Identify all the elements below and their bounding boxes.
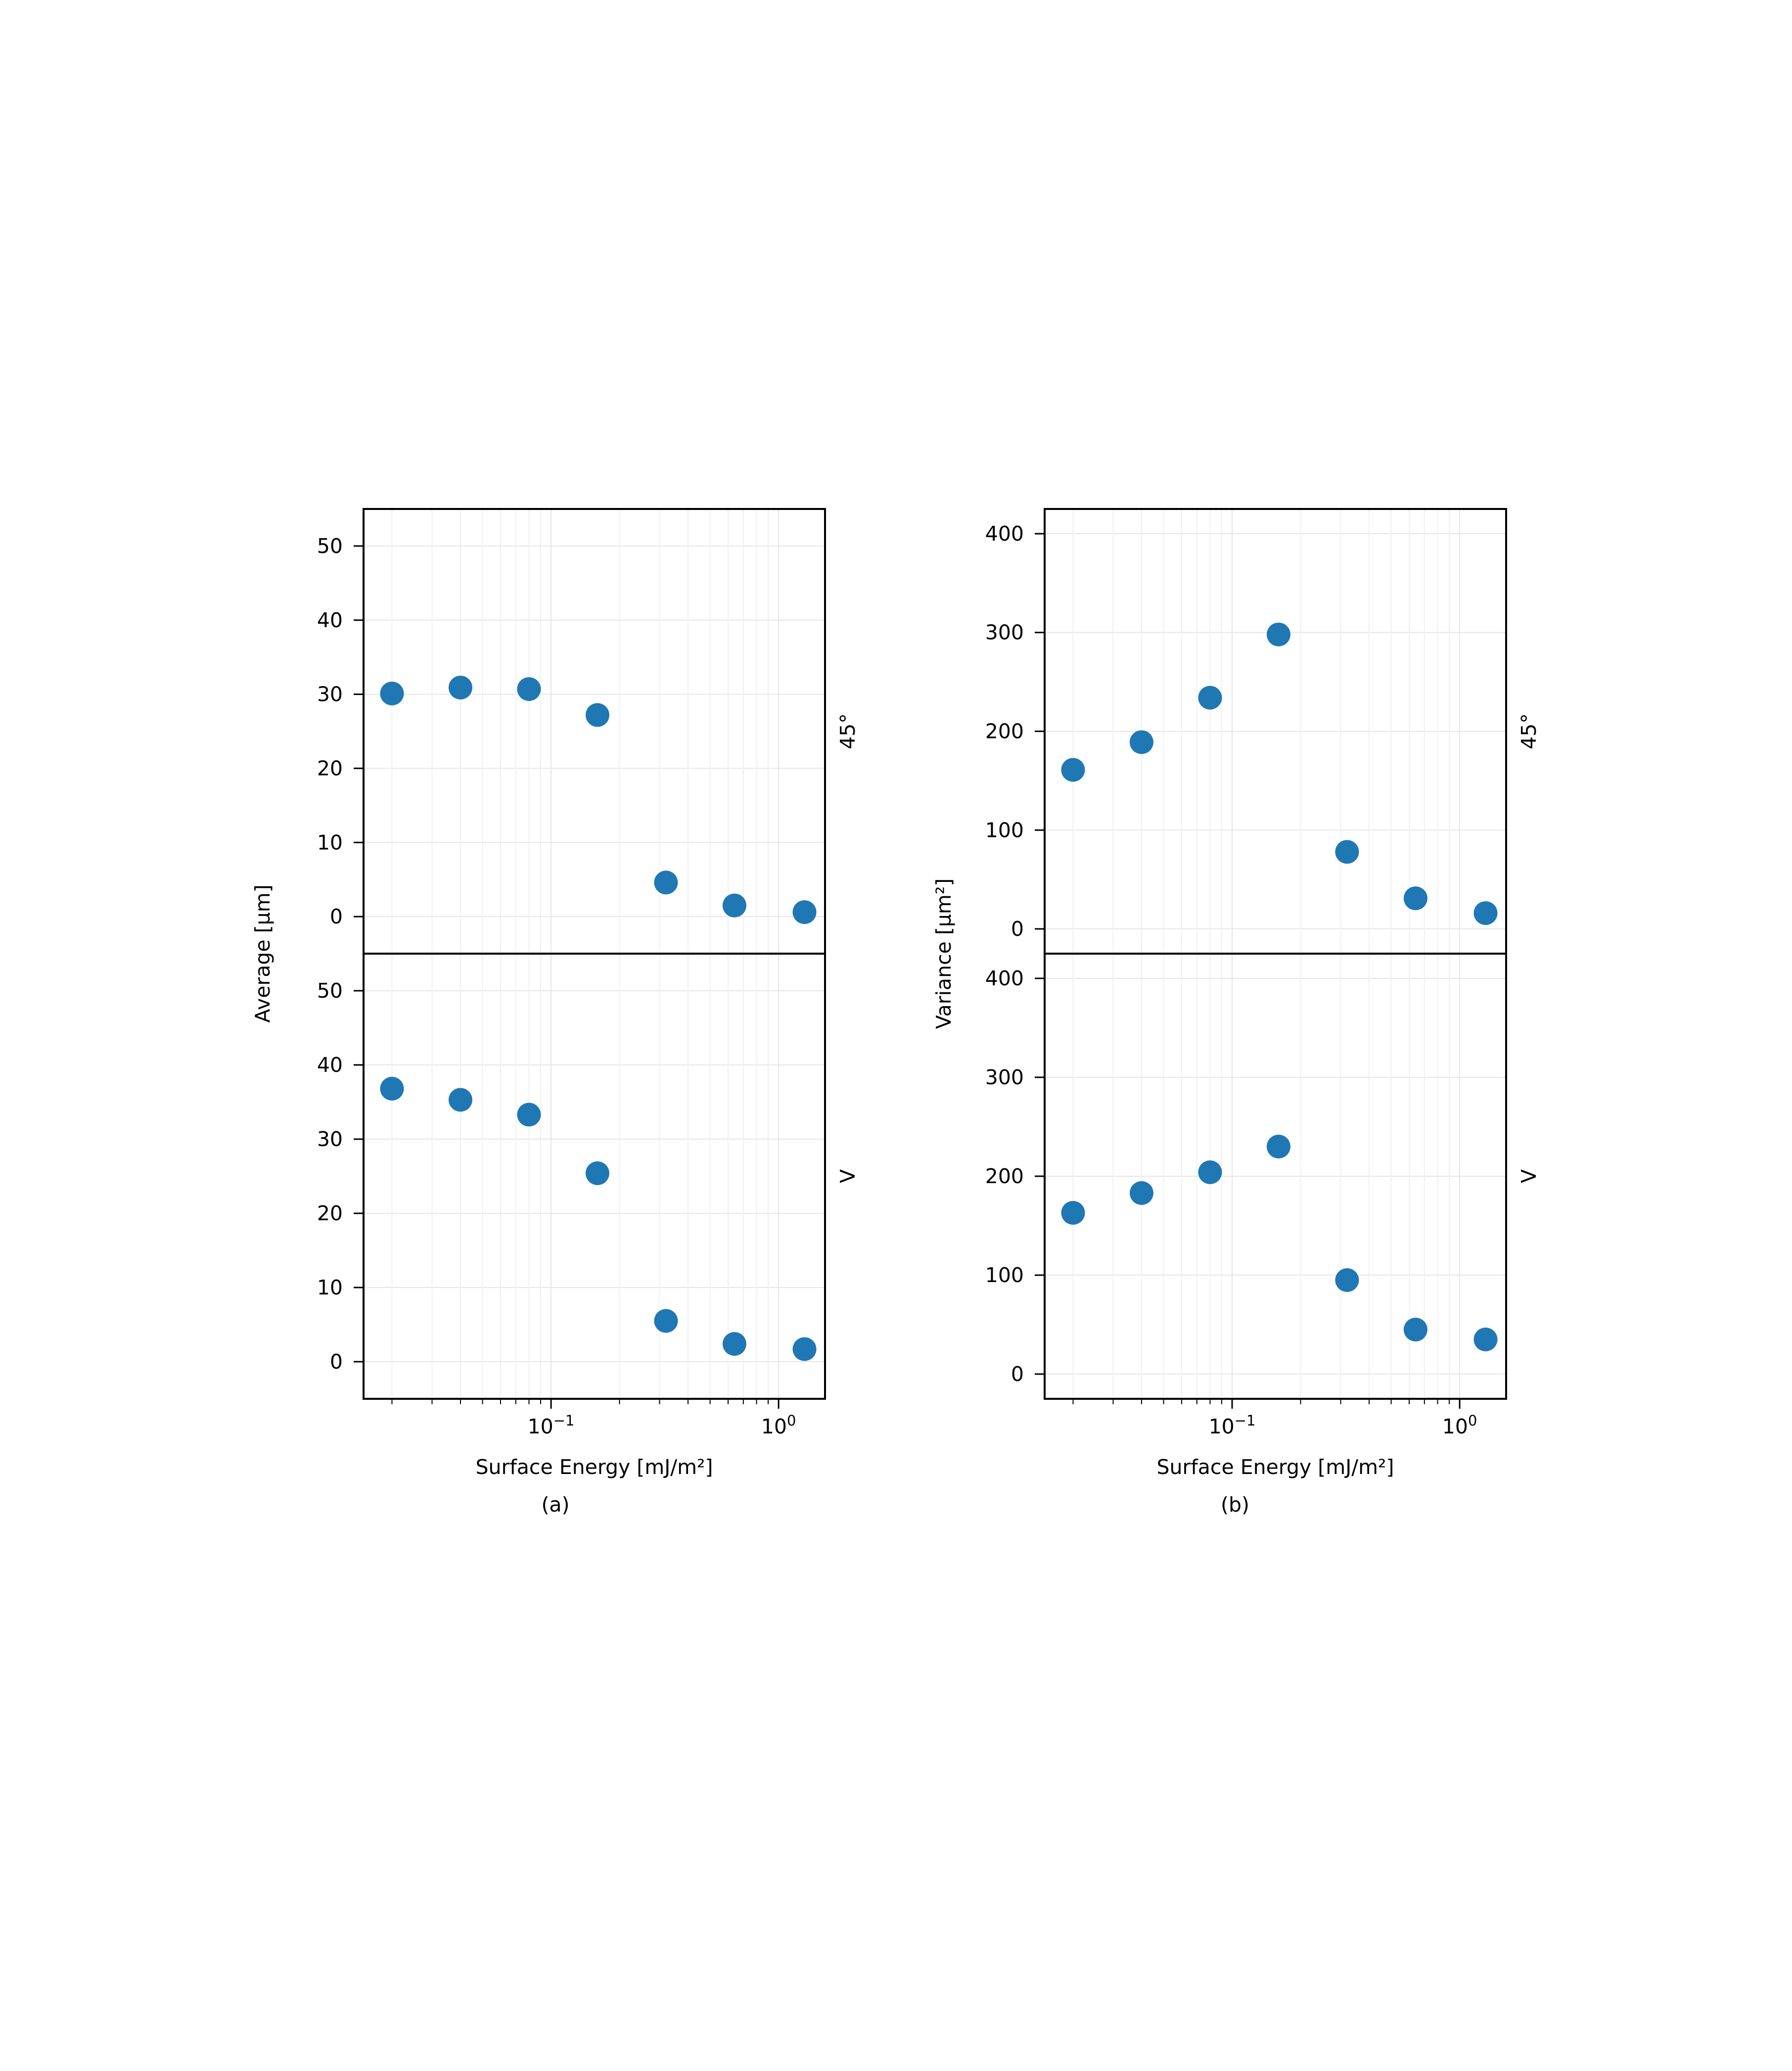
data-point — [1403, 886, 1427, 911]
row-label: 45° — [1517, 713, 1541, 749]
y-tick-label: 400 — [985, 966, 1024, 990]
panel-caption: (b) — [1221, 1493, 1249, 1517]
y-tick-label: 200 — [985, 1164, 1024, 1188]
y-tick-label: 200 — [985, 720, 1024, 743]
row-label: V — [1517, 1169, 1541, 1183]
data-point — [1198, 686, 1222, 710]
data-point — [1061, 1201, 1085, 1225]
x-tick-exponent: −1 — [1235, 1412, 1256, 1429]
x-tick-exponent: 0 — [1468, 1412, 1477, 1429]
y-tick-label: 40 — [317, 1053, 343, 1077]
data-point — [1473, 901, 1498, 925]
subplot-b-1: 0 100 200 300 400 45° — [985, 508, 1541, 955]
x-tick-label: 100 — [761, 1412, 796, 1438]
y-tick-label: 50 — [317, 979, 343, 1003]
data-point — [1266, 1135, 1290, 1158]
data-point — [448, 1088, 472, 1112]
x-tick-exponent: −1 — [553, 1412, 575, 1429]
y-tick-label: 0 — [330, 1350, 343, 1374]
y-tick-label: 100 — [985, 1263, 1024, 1287]
row-label: 45° — [836, 713, 860, 749]
y-tick-label: 20 — [317, 756, 343, 780]
data-point — [585, 1161, 609, 1185]
data-point — [1335, 1268, 1359, 1292]
x-tick-exponent: 0 — [787, 1412, 796, 1429]
row-label: V — [836, 1169, 860, 1183]
subplot-a-1: 0 10 20 30 40 50 45° — [317, 508, 860, 955]
data-point — [654, 871, 678, 895]
data-point — [1129, 730, 1153, 754]
data-point — [654, 1309, 678, 1333]
data-point — [792, 900, 817, 924]
axes-frame — [363, 953, 826, 1400]
y-tick-label: 40 — [317, 608, 343, 632]
y-tick-label: 0 — [1011, 917, 1024, 941]
panel-caption: (a) — [541, 1493, 569, 1517]
y-tick-label: 0 — [330, 905, 343, 928]
data-point — [1266, 622, 1290, 646]
x-axis-label: Surface Energy [mJ/m²] — [1156, 1455, 1394, 1479]
data-point — [792, 1337, 817, 1361]
y-tick-label: 100 — [985, 818, 1024, 842]
data-point — [1403, 1318, 1427, 1341]
subplot-a-2: 0 10 20 30 40 50 V — [317, 953, 860, 1400]
data-point — [380, 1077, 404, 1101]
y-tick-label: 30 — [317, 683, 343, 706]
data-point — [1335, 840, 1359, 864]
y-tick-label: 10 — [317, 1276, 343, 1299]
subplot-b-2: 0 100 200 300 400 V — [985, 953, 1541, 1400]
y-tick-label: 50 — [317, 534, 343, 558]
y-tick-label: 10 — [317, 830, 343, 854]
data-point — [585, 703, 609, 727]
data-point — [1198, 1160, 1222, 1184]
data-point — [1129, 1181, 1153, 1205]
y-tick-label: 0 — [1011, 1362, 1024, 1386]
data-point — [1061, 758, 1085, 782]
data-point — [517, 677, 541, 701]
axes-frame — [1044, 953, 1507, 1400]
data-point — [517, 1103, 541, 1127]
y-axis-label: Average [µm] — [251, 884, 275, 1022]
data-point — [448, 676, 472, 700]
y-tick-label: 300 — [985, 621, 1024, 644]
y-axis-label: Variance [µm²] — [932, 878, 956, 1029]
data-point — [380, 682, 404, 706]
y-tick-label: 20 — [317, 1201, 343, 1225]
data-point — [722, 893, 746, 918]
x-axis-label: Surface Energy [mJ/m²] — [475, 1455, 713, 1479]
y-tick-label: 300 — [985, 1065, 1024, 1089]
y-tick-label: 400 — [985, 522, 1024, 546]
data-point — [722, 1332, 746, 1356]
data-point — [1473, 1328, 1498, 1351]
y-tick-label: 30 — [317, 1127, 343, 1151]
